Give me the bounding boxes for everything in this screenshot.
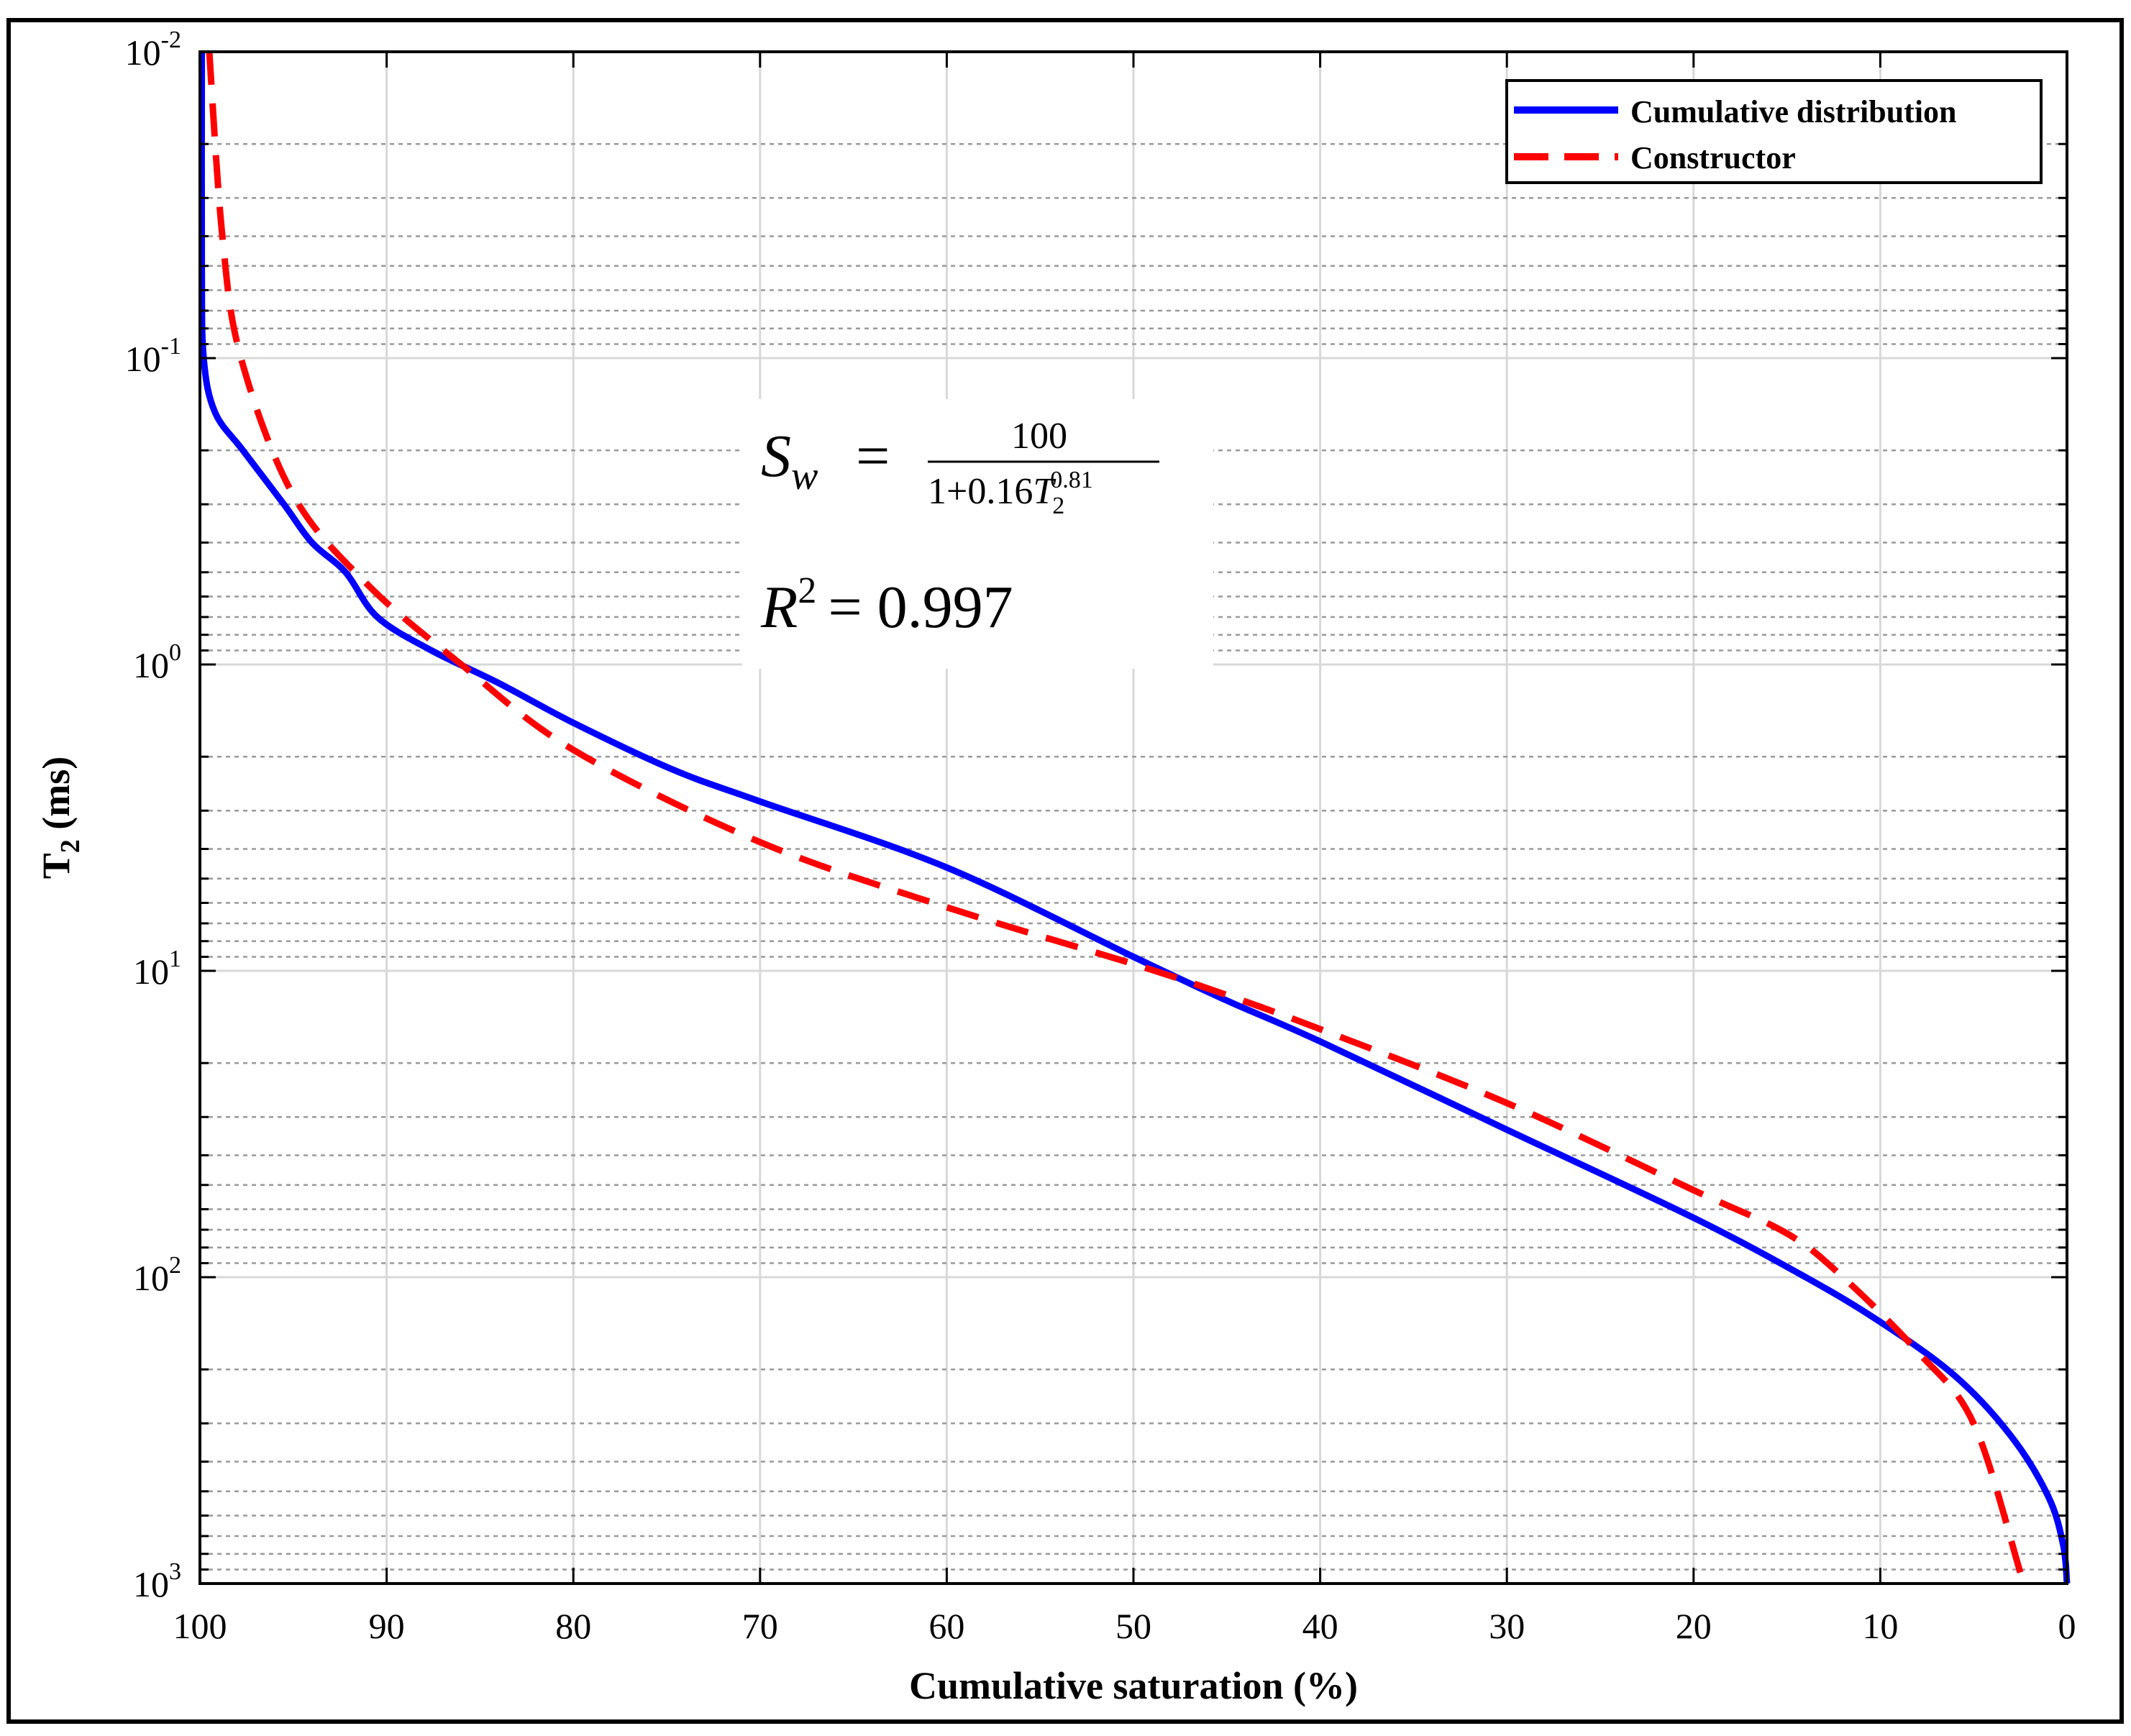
- y-tick-label: 103: [133, 1558, 181, 1604]
- legend-label-cumulative: Cumulative distribution: [1630, 94, 1957, 129]
- x-tick-label: 60: [928, 1606, 964, 1646]
- tick-marks: [199, 50, 2068, 1585]
- y-tick-label: 10-1: [125, 333, 181, 379]
- equation-denominator: 1+0.16T20.81: [928, 467, 1093, 519]
- x-tick-label: 80: [555, 1606, 591, 1646]
- series-cumulative-distribution: [198, 51, 2071, 1584]
- equation-lhs: Sw: [761, 423, 818, 498]
- equation-equals: =: [856, 423, 890, 490]
- x-tick-labels: 100 90 80 70 60 50 40 30 20 10 0: [173, 1606, 2076, 1646]
- x-tick-label: 70: [742, 1606, 778, 1646]
- x-tick-label: 100: [173, 1606, 227, 1646]
- y-tick-label: 101: [133, 946, 181, 992]
- x-axis-label: Cumulative saturation (%): [909, 1664, 1358, 1707]
- x-tick-label: 50: [1115, 1606, 1151, 1646]
- series: [198, 51, 2071, 1584]
- y-tick-label: 100: [133, 639, 181, 685]
- equation-numerator: 100: [1011, 416, 1067, 457]
- x-tick-label: 0: [2058, 1606, 2076, 1646]
- fit-equation: Sw = 100 1+0.16T20.81 R2 = 0.997: [760, 416, 1159, 641]
- annotation-box: [742, 399, 1213, 669]
- legend-label-constructor: Constructor: [1630, 140, 1796, 175]
- y-tick-labels: 10-2 10-1 100 101 102 103: [125, 27, 181, 1604]
- x-tick-label: 90: [369, 1606, 405, 1646]
- x-tick-label: 30: [1489, 1606, 1525, 1646]
- figure-border: [6, 18, 2124, 1724]
- legend: Cumulative distribution Constructor: [1505, 79, 2043, 184]
- x-tick-label: 20: [1676, 1606, 1712, 1646]
- y-axis-label: T2 (ms): [35, 757, 86, 880]
- y-tick-label: 10-2: [125, 27, 181, 73]
- y-tick-label: 102: [133, 1252, 181, 1298]
- x-tick-label: 40: [1302, 1606, 1338, 1646]
- r-squared: R2 = 0.997: [760, 570, 1013, 641]
- x-tick-label: 10: [1862, 1606, 1898, 1646]
- series-constructor: [206, 51, 2024, 1573]
- legend-box: [1505, 79, 2043, 184]
